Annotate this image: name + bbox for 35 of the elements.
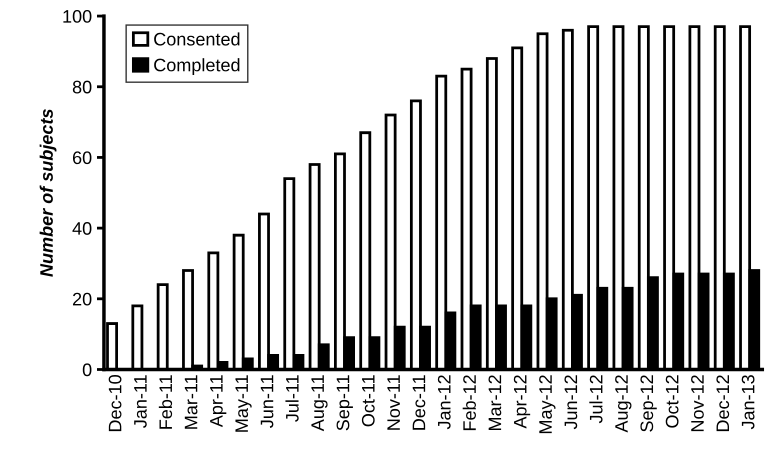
y-tick-label: 0: [82, 363, 92, 376]
x-tick-label: Oct-12: [666, 375, 679, 428]
y-axis-title: Number of subjects: [40, 109, 56, 277]
x-tick-label: Jan-11: [134, 375, 147, 428]
x-tick-label: Jul-11: [285, 375, 299, 422]
x-tick-label: Dec-11: [412, 375, 426, 430]
x-tick-label: Jan-13: [742, 375, 754, 430]
legend-label: Consented: [154, 32, 240, 46]
x-tick-label: Feb-11: [158, 375, 172, 429]
x-tick-label: Jul-12: [589, 375, 603, 424]
x-tick-label: Aug-11: [311, 375, 328, 432]
x-tick-label: Dec-12: [716, 375, 730, 432]
x-tick-label: Aug-12: [615, 375, 632, 433]
y-tick-label: 20: [72, 292, 92, 306]
x-tick-label: May-11: [235, 375, 252, 432]
x-tick-label: May-12: [539, 375, 556, 434]
x-tick-label: Oct-11: [362, 375, 375, 426]
y-tick-label: 60: [72, 151, 92, 164]
x-tick-label: Nov-11: [387, 375, 400, 430]
x-tick-label: Jan-12: [438, 375, 451, 430]
x-tick-label: Mar-11: [184, 375, 198, 429]
x-tick-label: Dec-10: [108, 375, 122, 432]
x-tick-label: Apr-11: [210, 375, 226, 428]
y-tick-label: 80: [72, 80, 92, 94]
x-tick-label: Sep-12: [640, 375, 657, 432]
legend-label: Completed: [154, 58, 240, 76]
y-tick-label: 100: [63, 10, 92, 23]
x-tick-label: Jun-12: [564, 375, 578, 430]
x-tick-label: Jun-11: [260, 375, 274, 428]
x-tick-label: Sep-11: [336, 375, 353, 430]
x-tick-label: Apr-12: [514, 375, 530, 429]
y-tick-label: 40: [72, 222, 92, 235]
x-tick-label: Nov-12: [691, 375, 704, 432]
x-tick-label: Feb-12: [462, 375, 476, 430]
x-tick-label: Mar-12: [488, 375, 502, 430]
